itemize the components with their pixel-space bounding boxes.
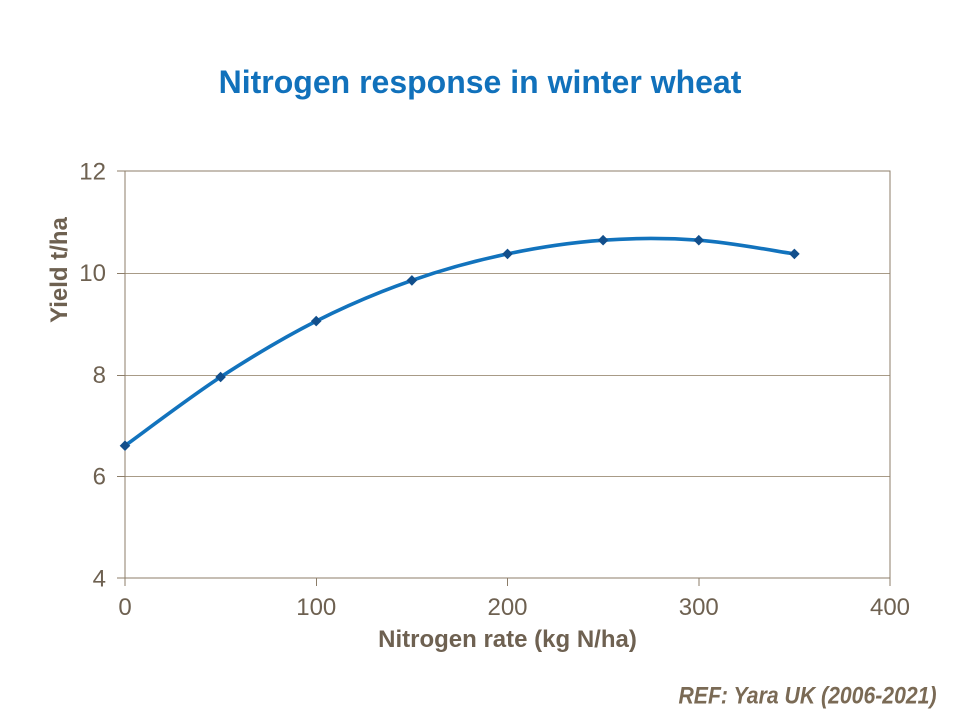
svg-text:200: 200 bbox=[487, 594, 527, 621]
svg-text:4: 4 bbox=[93, 566, 106, 593]
svg-text:6: 6 bbox=[93, 464, 106, 491]
svg-text:REF: Yara UK (2006-2021): REF: Yara UK (2006-2021) bbox=[679, 683, 937, 710]
svg-text:400: 400 bbox=[870, 594, 910, 621]
svg-text:Yield t/ha: Yield t/ha bbox=[46, 216, 73, 322]
svg-text:Nitrogen response in winter wh: Nitrogen response in winter wheat bbox=[219, 64, 742, 100]
svg-text:100: 100 bbox=[296, 594, 336, 621]
svg-text:12: 12 bbox=[79, 159, 106, 186]
svg-text:8: 8 bbox=[93, 362, 106, 389]
svg-text:Nitrogen rate (kg N/ha): Nitrogen rate (kg N/ha) bbox=[378, 626, 637, 653]
svg-text:0: 0 bbox=[118, 594, 131, 621]
svg-text:300: 300 bbox=[679, 594, 719, 621]
svg-text:10: 10 bbox=[79, 260, 106, 287]
